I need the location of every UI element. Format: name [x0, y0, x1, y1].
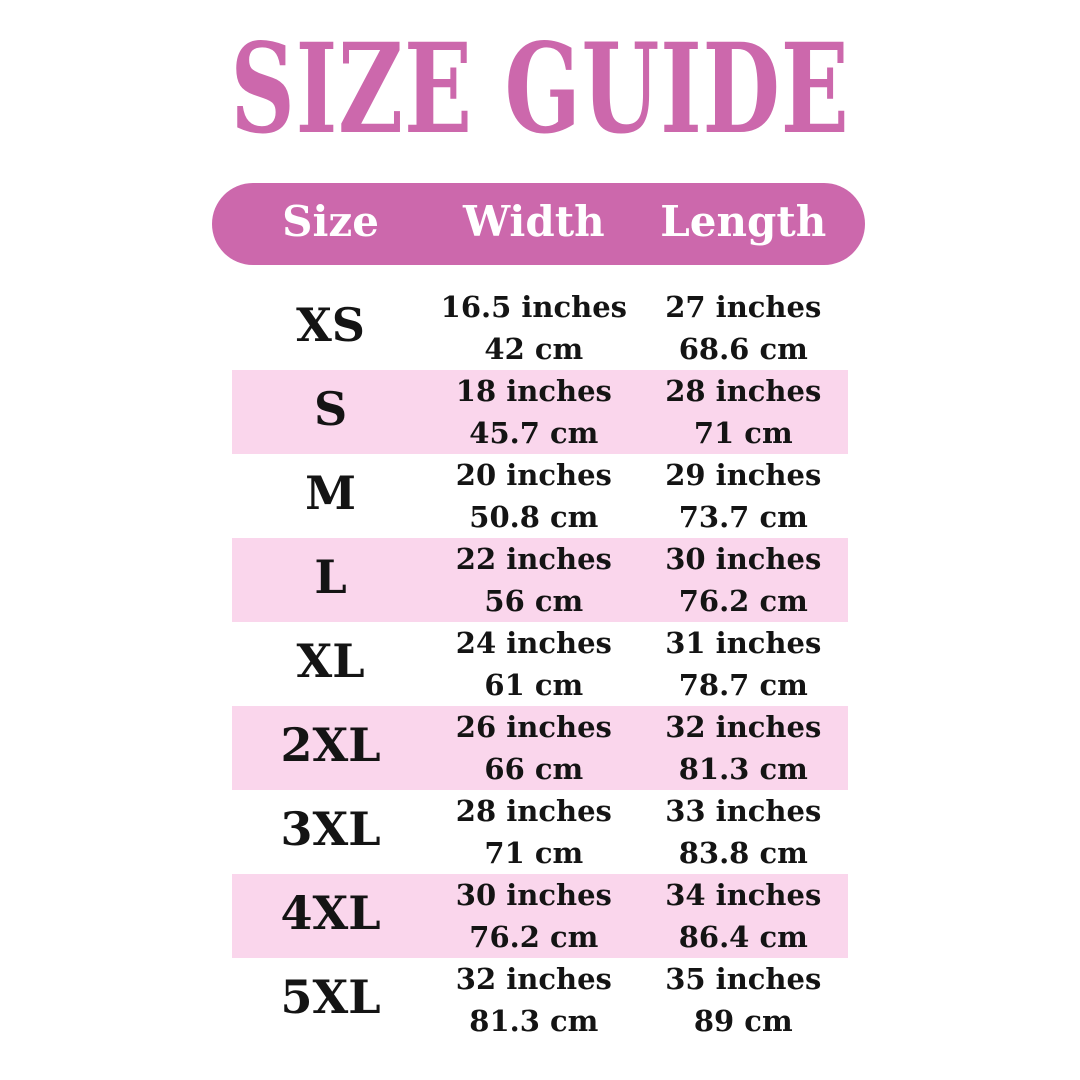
table-row: 5XL 32 inches 81.3 cm 35 inches 89 cm: [232, 958, 848, 1042]
width-cell: 18 inches 45.7 cm: [429, 370, 638, 454]
page-title: SIZE GUIDE: [0, 28, 1080, 152]
length-inches: 32 inches: [665, 710, 822, 744]
size-table: XS 16.5 inches 42 cm 27 inches 68.6 cm S 18 in…: [232, 286, 848, 1042]
size-cell: S: [313, 382, 348, 436]
table-row: XL 24 inches 61 cm 31 inches 78.7 cm: [232, 622, 848, 706]
width-cm: 61 cm: [484, 668, 584, 702]
size-cell: XS: [296, 298, 366, 352]
length-cell: 35 inches 89 cm: [639, 958, 848, 1042]
width-cell: 30 inches 76.2 cm: [429, 874, 638, 958]
length-inches: 31 inches: [665, 626, 822, 660]
size-cell: 3XL: [280, 802, 381, 856]
column-header-width: Width: [462, 197, 605, 246]
length-inches: 33 inches: [665, 794, 822, 828]
width-inches: 20 inches: [455, 458, 612, 492]
size-cell: L: [314, 550, 347, 604]
width-cm: 45.7 cm: [469, 416, 599, 450]
length-inches: 35 inches: [665, 962, 822, 996]
length-inches: 30 inches: [665, 542, 822, 576]
length-inches: 29 inches: [665, 458, 822, 492]
length-cell: 32 inches 81.3 cm: [639, 706, 848, 790]
length-cm: 73.7 cm: [678, 500, 808, 534]
length-cell: 28 inches 71 cm: [639, 370, 848, 454]
length-cell: 27 inches 68.6 cm: [639, 286, 848, 370]
length-cell: 31 inches 78.7 cm: [639, 622, 848, 706]
width-cm: 76.2 cm: [469, 920, 599, 954]
width-cell: 16.5 inches 42 cm: [429, 286, 638, 370]
width-cm: 42 cm: [484, 332, 584, 366]
table-row: 2XL 26 inches 66 cm 32 inches 81.3 cm: [232, 706, 848, 790]
size-cell: XL: [296, 634, 365, 688]
length-cm: 78.7 cm: [678, 668, 808, 702]
width-cell: 20 inches 50.8 cm: [429, 454, 638, 538]
width-cm: 71 cm: [484, 836, 584, 870]
width-inches: 22 inches: [455, 542, 612, 576]
width-inches: 16.5 inches: [440, 290, 627, 324]
width-cm: 56 cm: [484, 584, 584, 618]
length-cm: 89 cm: [693, 1004, 793, 1038]
size-cell: 4XL: [280, 886, 381, 940]
size-cell: M: [305, 466, 357, 520]
width-inches: 18 inches: [455, 374, 612, 408]
length-inches: 34 inches: [665, 878, 822, 912]
width-cell: 22 inches 56 cm: [429, 538, 638, 622]
width-cell: 32 inches 81.3 cm: [429, 958, 638, 1042]
table-row: M 20 inches 50.8 cm 29 inches 73.7 cm: [232, 454, 848, 538]
table-row: L 22 inches 56 cm 30 inches 76.2 cm: [232, 538, 848, 622]
length-cell: 29 inches 73.7 cm: [639, 454, 848, 538]
width-cell: 24 inches 61 cm: [429, 622, 638, 706]
table-row: 3XL 28 inches 71 cm 33 inches 83.8 cm: [232, 790, 848, 874]
table-header: Size Width Length: [212, 183, 865, 265]
size-cell: 2XL: [280, 718, 381, 772]
length-cm: 83.8 cm: [678, 836, 808, 870]
column-header-length: Length: [660, 197, 827, 246]
width-inches: 32 inches: [455, 962, 612, 996]
table-row: XS 16.5 inches 42 cm 27 inches 68.6 cm: [232, 286, 848, 370]
width-cm: 50.8 cm: [469, 500, 599, 534]
length-inches: 27 inches: [665, 290, 822, 324]
length-cell: 34 inches 86.4 cm: [639, 874, 848, 958]
column-header-size: Size: [282, 197, 379, 246]
width-cell: 26 inches 66 cm: [429, 706, 638, 790]
width-inches: 24 inches: [455, 626, 612, 660]
width-inches: 30 inches: [455, 878, 612, 912]
length-cell: 33 inches 83.8 cm: [639, 790, 848, 874]
table-row: S 18 inches 45.7 cm 28 inches 71 cm: [232, 370, 848, 454]
width-cell: 28 inches 71 cm: [429, 790, 638, 874]
width-cm: 81.3 cm: [469, 1004, 599, 1038]
width-inches: 26 inches: [455, 710, 612, 744]
table-row: 4XL 30 inches 76.2 cm 34 inches 86.4 cm: [232, 874, 848, 958]
page-title-text: SIZE GUIDE: [230, 17, 850, 162]
width-inches: 28 inches: [455, 794, 612, 828]
length-cell: 30 inches 76.2 cm: [639, 538, 848, 622]
length-cm: 71 cm: [693, 416, 793, 450]
length-cm: 76.2 cm: [678, 584, 808, 618]
length-inches: 28 inches: [665, 374, 822, 408]
length-cm: 81.3 cm: [678, 752, 808, 786]
width-cm: 66 cm: [484, 752, 584, 786]
length-cm: 86.4 cm: [678, 920, 808, 954]
size-cell: 5XL: [280, 970, 381, 1024]
length-cm: 68.6 cm: [678, 332, 808, 366]
